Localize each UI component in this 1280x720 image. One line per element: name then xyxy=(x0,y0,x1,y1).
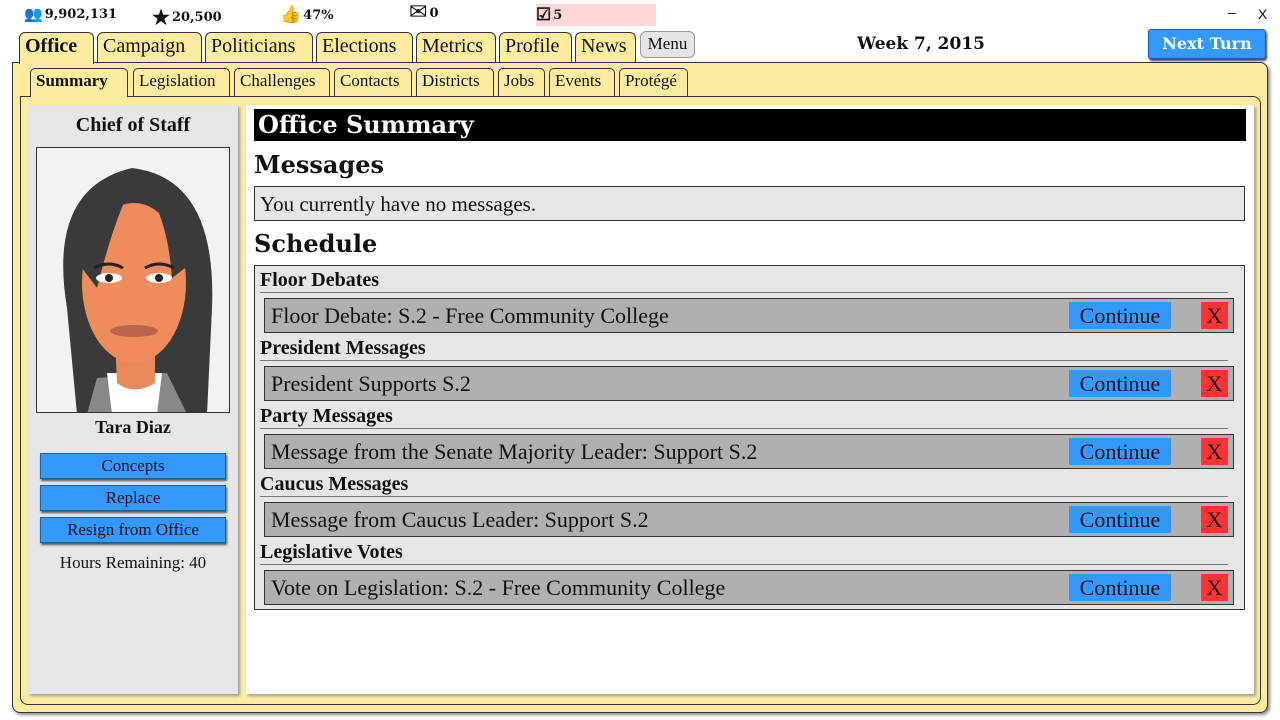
thumbs-up-icon: 👍 xyxy=(280,5,302,25)
schedule-item-text: President Supports S.2 xyxy=(271,371,471,396)
schedule-item-text: Message from Caucus Leader: Support S.2 xyxy=(271,507,649,532)
star-icon: ★ xyxy=(152,5,170,29)
tab-news[interactable]: News xyxy=(575,32,636,63)
schedule-item-text: Floor Debate: S.2 - Free Community Colle… xyxy=(271,303,669,328)
checkbox-icon: ☑ xyxy=(536,5,552,25)
next-turn-button[interactable]: Next Turn xyxy=(1148,29,1266,59)
population-stat: 👥 9,902,131 xyxy=(24,5,118,23)
subtab-protege[interactable]: Protégé xyxy=(619,68,688,97)
continue-button[interactable]: Continue xyxy=(1069,438,1171,465)
approval-stat: 👍 47% xyxy=(280,5,334,25)
messages-heading: Messages xyxy=(254,150,384,179)
menu-button[interactable]: Menu xyxy=(640,31,695,58)
schedule-item: Message from the Senate Majority Leader:… xyxy=(264,434,1234,469)
tab-elections[interactable]: Elections xyxy=(316,32,413,63)
portrait xyxy=(36,147,230,413)
minimize-button[interactable]: – xyxy=(1228,4,1236,20)
envelope-icon: ✉ xyxy=(409,0,428,25)
subtab-districts[interactable]: Districts xyxy=(416,68,494,97)
chief-name: Tara Diaz xyxy=(95,417,171,437)
week-label: Week 7, 2015 xyxy=(856,34,985,54)
schedule-item: Vote on Legislation: S.2 - Free Communit… xyxy=(264,570,1234,605)
tab-profile[interactable]: Profile xyxy=(499,32,572,63)
schedule-section-title: Legislative Votes xyxy=(260,540,1228,565)
stars-stat: ★ 20,500 xyxy=(152,5,222,29)
subtab-contacts[interactable]: Contacts xyxy=(334,68,412,97)
tab-office[interactable]: Office xyxy=(19,32,94,64)
resign-button[interactable]: Resign from Office xyxy=(40,517,226,543)
continue-button[interactable]: Continue xyxy=(1069,370,1171,397)
schedule-section-title: Caucus Messages xyxy=(260,472,1228,497)
schedule-section-title: Party Messages xyxy=(260,404,1228,429)
messages-box: You currently have no messages. xyxy=(254,186,1245,221)
continue-button[interactable]: Continue xyxy=(1069,506,1171,533)
subtab-jobs[interactable]: Jobs xyxy=(498,68,545,97)
tab-campaign[interactable]: Campaign xyxy=(97,32,202,63)
schedule-item-text: Vote on Legislation: S.2 - Free Communit… xyxy=(271,575,726,600)
mail-stat[interactable]: ✉ 0 xyxy=(409,0,439,25)
schedule-item: Message from Caucus Leader: Support S.2 … xyxy=(264,502,1234,537)
dismiss-button[interactable]: X xyxy=(1201,574,1228,601)
subtab-events[interactable]: Events xyxy=(549,68,615,97)
schedule-heading: Schedule xyxy=(254,229,378,258)
continue-button[interactable]: Continue xyxy=(1069,574,1171,601)
schedule-item-text: Message from the Senate Majority Leader:… xyxy=(271,439,758,464)
schedule-section-title: President Messages xyxy=(260,336,1228,361)
close-button[interactable]: X xyxy=(1258,6,1268,22)
dismiss-button[interactable]: X xyxy=(1201,370,1228,397)
tasks-stat[interactable]: ☑ 5 xyxy=(536,4,656,26)
dismiss-button[interactable]: X xyxy=(1201,438,1228,465)
tab-politicians[interactable]: Politicians xyxy=(205,32,313,63)
tab-metrics[interactable]: Metrics xyxy=(416,32,496,63)
schedule-section-title: Floor Debates xyxy=(260,268,1228,293)
concepts-button[interactable]: Concepts xyxy=(40,453,226,479)
chief-title: Chief of Staff xyxy=(75,114,191,136)
subtab-summary[interactable]: Summary xyxy=(30,68,128,97)
replace-button[interactable]: Replace xyxy=(40,485,226,511)
schedule-item: President Supports S.2 Continue X xyxy=(264,366,1234,401)
dismiss-button[interactable]: X xyxy=(1201,302,1228,329)
continue-button[interactable]: Continue xyxy=(1069,302,1171,329)
people-icon: 👥 xyxy=(24,5,43,23)
subtab-challenges[interactable]: Challenges xyxy=(234,68,330,97)
hours-remaining: Hours Remaining: 40 xyxy=(59,553,207,572)
schedule-item: Floor Debate: S.2 - Free Community Colle… xyxy=(264,298,1234,333)
dismiss-button[interactable]: X xyxy=(1201,506,1228,533)
page-title: Office Summary xyxy=(254,109,1246,141)
subtab-legislation[interactable]: Legislation xyxy=(133,68,230,97)
